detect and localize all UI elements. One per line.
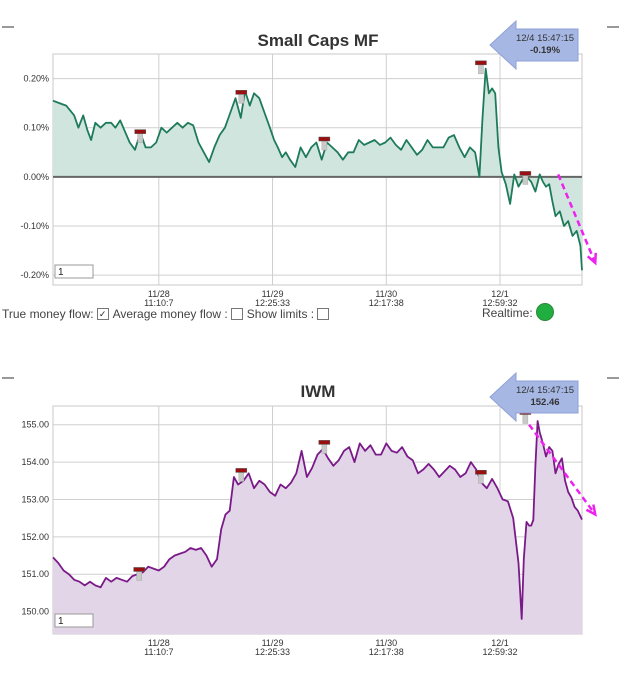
x-tick-label: 12/1 [491,289,509,299]
chart-title: IWM [301,382,336,401]
x-tick-label: 11/28 [148,289,170,299]
y-tick-label: 0.20% [23,74,49,84]
event-marker[interactable] [134,129,147,134]
interval-input[interactable] [54,264,94,279]
interval-input[interactable] [54,613,94,628]
trend-arrow-head [586,252,598,266]
x-tick-label: 12:59:32 [482,298,517,308]
event-marker-stem[interactable] [321,443,328,454]
series-area [53,68,582,271]
interval-input-value[interactable]: 1 [58,267,64,278]
event-marker-stem[interactable] [522,413,529,424]
trend-arrow-line [528,423,597,516]
trend-arrow-line [557,173,597,264]
x-tick-label: 12:17:38 [369,647,404,657]
event-marker-stem[interactable] [136,570,142,581]
x-tick-label: 12:17:38 [369,298,404,308]
interval-input-value[interactable]: 1 [58,616,64,627]
last-value-callout: 12/4 15:47:15-0.19% [489,19,579,71]
y-tick-label: 150.00 [21,607,49,617]
show-limits-checkbox[interactable] [317,307,330,320]
event-marker[interactable] [519,171,532,176]
x-tick-label: 12:25:33 [255,298,290,308]
event-marker-stem[interactable] [478,473,484,484]
y-tick-label: 151.00 [21,569,49,579]
event-marker[interactable] [318,136,331,142]
x-tick-label: 11/30 [375,289,397,299]
x-tick-label: 12:25:33 [255,647,290,657]
y-tick-label: -0.10% [20,221,49,231]
x-tick-label: 12:59:32 [482,647,517,657]
trend-arrow-head [585,504,597,517]
event-marker[interactable] [235,468,248,473]
event-marker-stem[interactable] [321,139,328,151]
realtime-label: Realtime: [482,306,533,320]
show-limits-label: Show limits : [246,306,315,321]
series-area [53,421,582,634]
average-money-flow-label: Average money flow : [112,306,228,321]
x-tick-label: 12/1 [491,638,509,648]
y-tick-label: 0.10% [23,123,49,133]
event-marker-stem[interactable] [238,93,245,104]
callout-value: 152.46 [530,397,559,408]
x-tick-label: 11:10:7 [144,298,173,308]
y-tick-label: 154.00 [21,457,49,467]
y-tick-label: 0.00% [23,172,49,182]
event-marker[interactable] [235,90,248,95]
true-money-flow-label: True money flow: [2,306,94,321]
y-tick-label: 153.00 [21,494,49,504]
true-money-flow-checkbox[interactable]: ✓ [96,307,109,320]
series-line [52,67,583,271]
y-tick-label: -0.20% [20,270,49,280]
event-marker[interactable] [475,470,487,475]
event-marker-stem[interactable] [478,63,484,75]
callout-value: -0.19% [530,45,561,56]
callout-timestamp: 12/4 15:47:15 [516,385,574,396]
x-tick-label: 11/29 [262,638,284,648]
event-marker-stem[interactable] [137,132,144,143]
callout-arrow [489,19,579,71]
callout-arrow [489,371,579,423]
y-tick-label: 155.00 [21,420,49,430]
chart-controls: True money flow: ✓ Average money flow : Sho… [2,303,641,324]
small-caps-mf-chart: Small Caps MF 11/2811:10:711/2912:25:331… [2,19,619,308]
event-marker-stem[interactable] [238,471,245,482]
series-line [52,420,583,620]
x-tick-label: 11:10:7 [144,647,173,657]
event-marker[interactable] [133,567,145,572]
average-money-flow-checkbox[interactable] [230,307,243,320]
realtime-status-indicator[interactable] [536,303,554,321]
x-tick-label: 11/28 [148,638,170,648]
event-marker[interactable] [475,60,487,66]
y-tick-label: 152.00 [21,532,49,542]
x-tick-label: 11/30 [375,638,397,648]
event-marker-stem[interactable] [522,174,529,185]
callout-timestamp: 12/4 15:47:15 [516,33,574,44]
x-tick-label: 11/29 [262,289,284,299]
chart-title: Small Caps MF [258,31,379,50]
event-marker[interactable] [318,440,331,445]
